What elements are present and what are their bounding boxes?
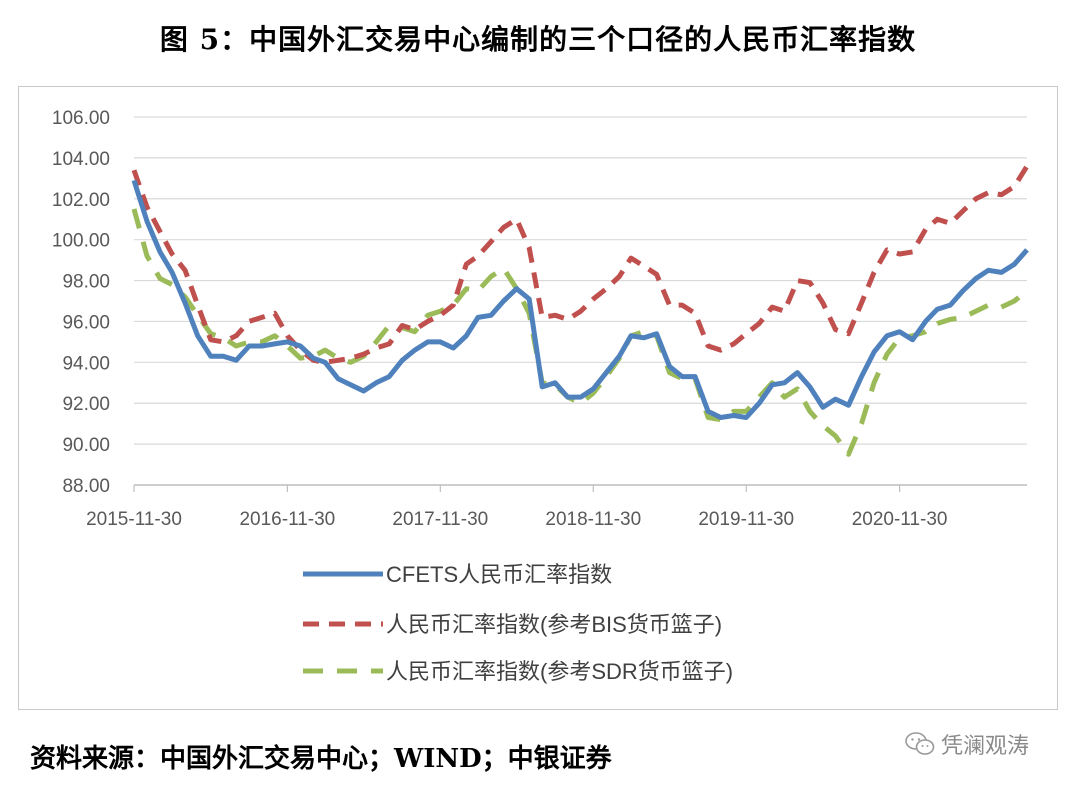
line-chart: 88.00 90.00 92.00 94.00 96.00 98.00 100.00 102.… bbox=[52, 108, 1030, 684]
x-axis: 2015-11-30 2016-11-30 2017-11-30 2018-11-30… bbox=[86, 484, 1027, 530]
chart-frame: 88.00 90.00 92.00 94.00 96.00 98.00 100.00 102.… bbox=[18, 86, 1058, 710]
y-tick-label: 102.00 bbox=[52, 190, 110, 211]
series-line-0 bbox=[131, 179, 1029, 420]
y-axis: 88.00 90.00 92.00 94.00 96.00 98.00 100.00 102.… bbox=[52, 108, 110, 497]
figure-title: 图 5：中国外汇交易中心编制的三个口径的人民币汇率指数 bbox=[159, 23, 917, 56]
x-tick-label: 2019-11-30 bbox=[698, 509, 794, 530]
x-tick-label: 2016-11-30 bbox=[239, 509, 335, 530]
legend-label-0: CFETS人民币汇率指数 bbox=[386, 562, 612, 587]
x-tick-label: 2018-11-30 bbox=[545, 509, 641, 530]
y-tick-label: 100.00 bbox=[52, 231, 110, 252]
legend-label-1: 人民币汇率指数(参考BIS货币篮子) bbox=[386, 612, 722, 637]
y-tick-label: 106.00 bbox=[52, 108, 110, 129]
y-tick-label: 90.00 bbox=[62, 435, 110, 456]
watermark: 凭澜观涛 bbox=[905, 728, 1029, 760]
wechat-icon bbox=[905, 732, 935, 755]
series-layer bbox=[131, 164, 1030, 457]
y-tick-label: 104.00 bbox=[52, 149, 110, 170]
gridlines bbox=[134, 116, 1027, 486]
x-tick-label: 2017-11-30 bbox=[392, 509, 488, 530]
watermark-text: 凭澜观涛 bbox=[941, 734, 1030, 759]
y-tick-label: 94.00 bbox=[62, 353, 110, 374]
x-tick-label: 2020-11-30 bbox=[852, 509, 948, 530]
x-tick-label: 2015-11-30 bbox=[86, 509, 182, 530]
y-tick-label: 88.00 bbox=[62, 476, 110, 497]
y-tick-label: 96.00 bbox=[62, 312, 110, 333]
source-note: 资料来源：中国外汇交易中心；WIND；中银证券 bbox=[30, 744, 612, 774]
series-line-1 bbox=[131, 164, 1030, 365]
legend-label-2: 人民币汇率指数(参考SDR货币篮子) bbox=[386, 659, 733, 684]
y-tick-label: 92.00 bbox=[62, 394, 110, 415]
y-tick-label: 98.00 bbox=[62, 272, 110, 293]
series-line-2 bbox=[131, 208, 1029, 457]
